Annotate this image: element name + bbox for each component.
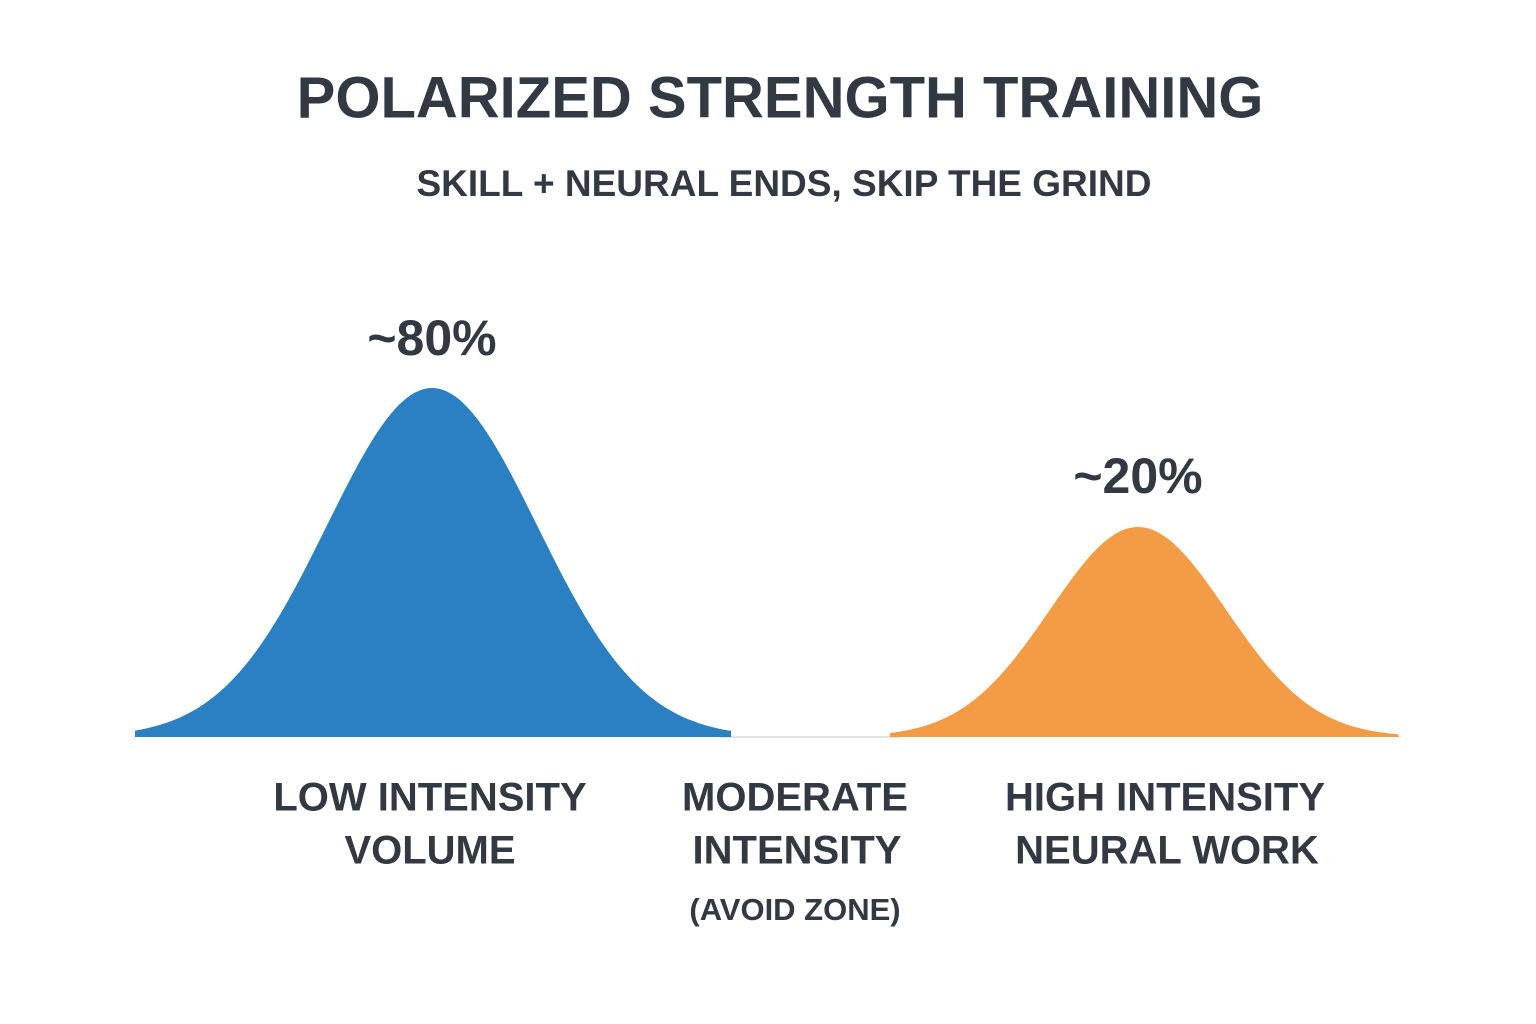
zone-label: LOW INTENSITY: [273, 776, 587, 820]
zone-label: NEURAL WORK: [1015, 829, 1319, 873]
share-label: ~20%: [1073, 448, 1202, 504]
title: POLARIZED STRENGTH TRAINING: [297, 65, 1264, 130]
low-intensity-curve: [135, 388, 731, 737]
zone-note: (AVOID ZONE): [689, 892, 900, 927]
zone-label: HIGH INTENSITY: [1005, 776, 1325, 820]
zone-label: VOLUME: [344, 829, 515, 873]
zone-label: INTENSITY: [693, 829, 902, 873]
share-label: ~80%: [367, 310, 496, 366]
subtitle: SKILL + NEURAL ENDS, SKIP THE GRIND: [417, 163, 1152, 204]
high-intensity-curve: [890, 527, 1399, 737]
zone-label: MODERATE: [682, 776, 908, 820]
